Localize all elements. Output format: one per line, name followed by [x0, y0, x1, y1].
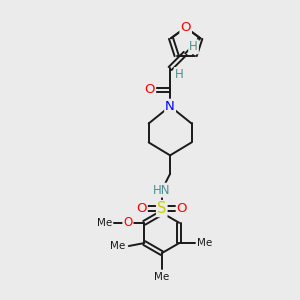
- Text: Me: Me: [197, 238, 212, 248]
- Text: O: O: [145, 83, 155, 96]
- Text: O: O: [136, 202, 147, 215]
- Text: methoxy: methoxy: [109, 222, 115, 224]
- Text: O: O: [123, 216, 133, 229]
- Text: Me: Me: [110, 241, 125, 251]
- Text: Me: Me: [97, 218, 112, 228]
- Text: H: H: [189, 40, 198, 53]
- Text: O: O: [177, 202, 187, 215]
- Text: HN: HN: [153, 184, 170, 196]
- Text: O: O: [180, 21, 191, 34]
- Text: Me: Me: [154, 272, 170, 283]
- Text: N: N: [165, 100, 175, 113]
- Text: S: S: [157, 201, 167, 216]
- Text: H: H: [175, 68, 183, 81]
